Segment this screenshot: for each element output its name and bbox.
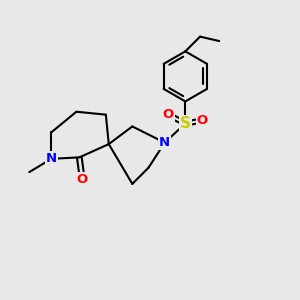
- Text: N: N: [159, 136, 170, 149]
- Text: O: O: [163, 108, 174, 121]
- Text: O: O: [197, 114, 208, 127]
- Text: O: O: [77, 173, 88, 186]
- Text: S: S: [180, 116, 191, 131]
- Text: N: N: [46, 152, 57, 165]
